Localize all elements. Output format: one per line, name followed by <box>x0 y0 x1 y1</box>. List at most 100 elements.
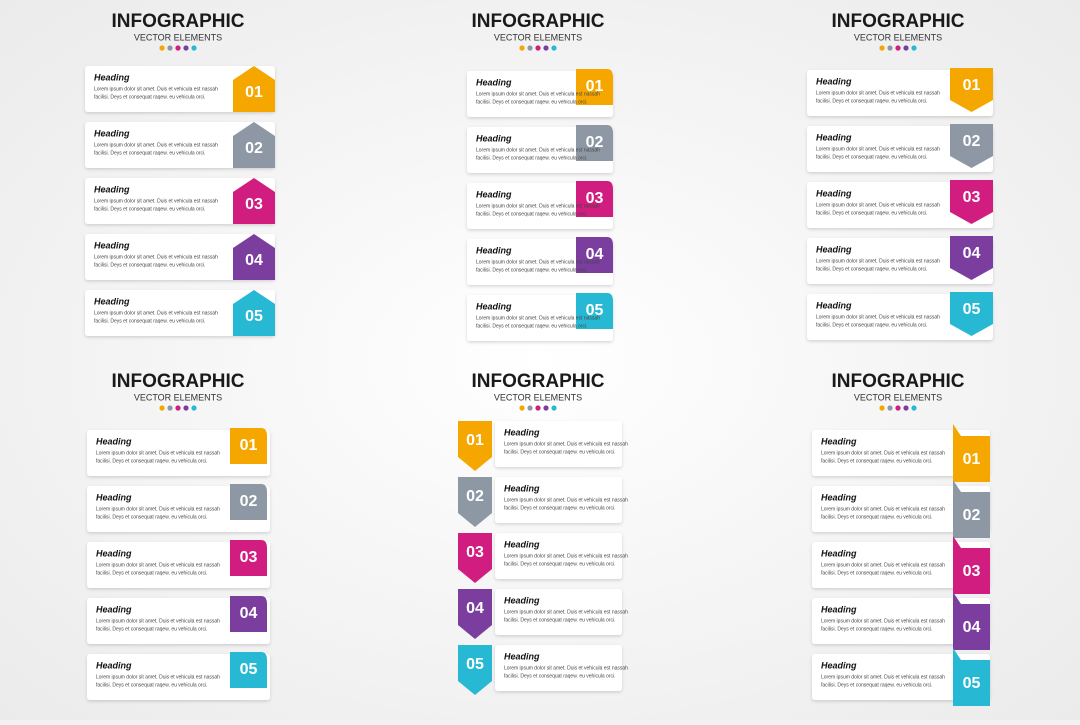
badge-number: 05 <box>245 308 263 325</box>
item-text: Lorem ipsum dolor sit amet. Duis et vehi… <box>96 506 220 512</box>
item-text: Lorem ipsum dolor sit amet. Duis et vehi… <box>816 202 940 208</box>
card <box>807 294 993 340</box>
dot <box>543 45 549 51</box>
item-heading: Heading <box>96 660 132 670</box>
badge-number: 02 <box>963 507 981 524</box>
item-text: Lorem ipsum dolor sit amet. Duis et vehi… <box>504 609 628 615</box>
subtitle: VECTOR ELEMENTS <box>134 32 222 42</box>
dot <box>887 405 893 411</box>
item-text: facilisi. Deys et consequat raqew. eu ve… <box>476 267 587 273</box>
badge-number: 03 <box>963 189 981 206</box>
item-text: facilisi. Deys et consequat raqew. eu ve… <box>816 154 927 160</box>
item-text: Lorem ipsum dolor sit amet. Duis et vehi… <box>476 203 600 209</box>
dot <box>167 45 173 51</box>
badge-number: 04 <box>240 605 258 622</box>
badge <box>458 533 492 583</box>
badge <box>576 69 613 105</box>
badge <box>950 236 993 280</box>
dot <box>543 405 549 411</box>
item-heading: Heading <box>816 300 852 310</box>
badge-number: 04 <box>466 600 484 617</box>
item-text: Lorem ipsum dolor sit amet. Duis et vehi… <box>96 450 220 456</box>
item-text: Lorem ipsum dolor sit amet. Duis et vehi… <box>816 314 940 320</box>
dot <box>175 405 181 411</box>
item-text: facilisi. Deys et consequat raqew. eu ve… <box>821 514 932 520</box>
badge-number: 02 <box>586 134 604 151</box>
title: INFOGRAPHIC <box>832 371 965 392</box>
badge-number: 03 <box>240 549 258 566</box>
badge-number: 01 <box>466 432 484 449</box>
badge-number: 05 <box>586 302 604 319</box>
badge-number: 01 <box>245 84 263 101</box>
title: INFOGRAPHIC <box>472 371 605 392</box>
card <box>87 430 270 476</box>
badge-number: 04 <box>963 619 981 636</box>
item-heading: Heading <box>816 132 852 142</box>
badge <box>953 536 990 594</box>
badge <box>458 477 492 527</box>
title: INFOGRAPHIC <box>112 11 245 32</box>
item-text: Lorem ipsum dolor sit amet. Duis et vehi… <box>94 254 218 260</box>
card <box>495 645 622 691</box>
dot <box>879 405 885 411</box>
item-heading: Heading <box>504 595 540 605</box>
badge <box>576 293 613 329</box>
item-text: Lorem ipsum dolor sit amet. Duis et vehi… <box>94 310 218 316</box>
item-heading: Heading <box>476 77 512 87</box>
item-text: Lorem ipsum dolor sit amet. Duis et vehi… <box>94 198 218 204</box>
item-heading: Heading <box>816 76 852 86</box>
item-heading: Heading <box>821 548 857 558</box>
badge-number: 04 <box>963 245 981 262</box>
dot <box>175 45 181 51</box>
badge-number: 03 <box>963 563 981 580</box>
item-heading: Heading <box>96 436 132 446</box>
subtitle: VECTOR ELEMENTS <box>494 392 582 402</box>
item-heading: Heading <box>816 188 852 198</box>
item-text: facilisi. Deys et consequat raqew. eu ve… <box>96 458 207 464</box>
badge <box>233 122 275 168</box>
badge-number: 04 <box>245 252 263 269</box>
card <box>812 598 990 644</box>
card <box>807 126 993 172</box>
dot <box>519 405 525 411</box>
item-text: Lorem ipsum dolor sit amet. Duis et vehi… <box>504 665 628 671</box>
badge <box>233 178 275 224</box>
item-text: Lorem ipsum dolor sit amet. Duis et vehi… <box>476 147 600 153</box>
item-text: Lorem ipsum dolor sit amet. Duis et vehi… <box>96 562 220 568</box>
subtitle: VECTOR ELEMENTS <box>854 32 942 42</box>
card <box>85 290 275 336</box>
card <box>812 542 990 588</box>
dot <box>527 45 533 51</box>
item-text: Lorem ipsum dolor sit amet. Duis et vehi… <box>504 553 628 559</box>
item-heading: Heading <box>476 245 512 255</box>
item-text: facilisi. Deys et consequat raqew. eu ve… <box>821 570 932 576</box>
dot <box>911 405 917 411</box>
dot <box>551 45 557 51</box>
subtitle: VECTOR ELEMENTS <box>854 392 942 402</box>
dot <box>159 45 165 51</box>
badge <box>953 480 990 538</box>
item-text: facilisi. Deys et consequat raqew. eu ve… <box>816 98 927 104</box>
title: INFOGRAPHIC <box>112 371 245 392</box>
badge-number: 01 <box>240 437 258 454</box>
badge <box>950 180 993 224</box>
card <box>807 70 993 116</box>
item-heading: Heading <box>96 548 132 558</box>
badge-number: 01 <box>963 77 981 94</box>
item-text: Lorem ipsum dolor sit amet. Duis et vehi… <box>821 562 945 568</box>
badge <box>950 68 993 112</box>
item-text: Lorem ipsum dolor sit amet. Duis et vehi… <box>96 674 220 680</box>
item-heading: Heading <box>504 539 540 549</box>
item-text: facilisi. Deys et consequat raqew. eu ve… <box>96 514 207 520</box>
item-text: Lorem ipsum dolor sit amet. Duis et vehi… <box>504 497 628 503</box>
item-heading: Heading <box>504 427 540 437</box>
dot <box>183 405 189 411</box>
badge <box>233 234 275 280</box>
item-heading: Heading <box>476 133 512 143</box>
dot <box>159 405 165 411</box>
item-text: Lorem ipsum dolor sit amet. Duis et vehi… <box>816 258 940 264</box>
card <box>85 178 275 224</box>
card <box>812 654 990 700</box>
item-heading: Heading <box>821 492 857 502</box>
item-heading: Heading <box>504 651 540 661</box>
